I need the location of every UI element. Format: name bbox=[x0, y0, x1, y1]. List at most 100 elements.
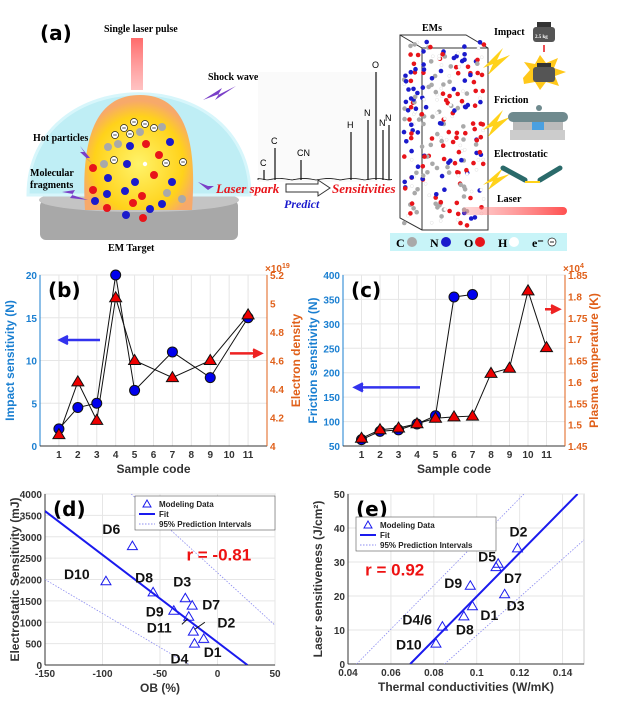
point-label: D4/6 bbox=[402, 612, 432, 628]
point-label: D1 bbox=[204, 644, 222, 660]
shock-wave-label: Shock wave bbox=[208, 72, 259, 83]
predict-arrow-icon bbox=[285, 179, 331, 197]
x-tick-label: 2 bbox=[377, 450, 383, 461]
correlation-annotation: r = -0.81 bbox=[186, 545, 251, 564]
data-point-triangle bbox=[511, 542, 524, 553]
atom-N bbox=[158, 200, 166, 208]
y-tick-label: 10 bbox=[334, 626, 346, 637]
x-axis-label: Thermal conductivities (W/mK) bbox=[378, 680, 554, 694]
point-label: D7 bbox=[504, 570, 522, 586]
electrostatic-probes-icon bbox=[500, 165, 563, 183]
x-tick-label: 0.14 bbox=[553, 668, 573, 679]
atom-O bbox=[89, 164, 97, 172]
x-tick-label: 3 bbox=[396, 450, 402, 461]
point-label: D6 bbox=[102, 521, 120, 537]
prediction-interval-lower bbox=[45, 579, 191, 665]
point-label: D5 bbox=[478, 549, 496, 565]
x-tick-label: 0.1 bbox=[470, 668, 484, 679]
electrostatic-label: Electrostatic bbox=[494, 149, 548, 160]
data-point-triangle bbox=[466, 600, 479, 611]
atom-legend-label: O bbox=[464, 236, 473, 250]
molecular-fragments-arrow-icon bbox=[62, 190, 88, 200]
spectrum-baseline bbox=[257, 178, 393, 181]
y2-tick-label: 4 bbox=[270, 442, 276, 453]
atom-C bbox=[178, 195, 186, 203]
y2-tick-label: 5 bbox=[270, 300, 276, 311]
legend-marker-triangle bbox=[142, 498, 152, 508]
legend bbox=[134, 495, 276, 531]
data-point-triangle bbox=[436, 620, 449, 631]
y-tick-label: 40 bbox=[334, 524, 346, 535]
point-label: D8 bbox=[456, 621, 474, 637]
atom-O bbox=[89, 186, 97, 194]
atom-N bbox=[166, 138, 174, 146]
x-tick-label: 11 bbox=[541, 450, 552, 461]
atom-N bbox=[104, 174, 112, 182]
predict-label: Predict bbox=[284, 197, 320, 211]
y-axis-label: Laser sensitiveness (J/cm²) bbox=[311, 501, 325, 658]
friction-label: Friction bbox=[494, 95, 529, 106]
spectrum-peak-label: C bbox=[260, 158, 267, 168]
data-point-triangle bbox=[197, 632, 210, 643]
data-point-circle bbox=[166, 346, 178, 358]
stimulus-bolts bbox=[483, 48, 510, 190]
y2-exponent-base: ×10 bbox=[563, 264, 580, 275]
x-tick-label: 8 bbox=[488, 450, 494, 461]
y-tick-label: 200 bbox=[323, 369, 340, 380]
y-tick-label: 400 bbox=[323, 271, 340, 282]
x-tick-label: -100 bbox=[92, 669, 112, 680]
atom-C bbox=[100, 160, 108, 168]
atom-O bbox=[103, 204, 111, 212]
atom-N bbox=[91, 197, 99, 205]
y2-tick-label: 1.65 bbox=[568, 357, 588, 368]
ems-label: EMs bbox=[422, 23, 442, 34]
data-point-triangle bbox=[52, 427, 66, 440]
data-point-triangle bbox=[167, 604, 180, 615]
data-point-triangle bbox=[354, 431, 369, 443]
atom-O bbox=[155, 151, 163, 159]
y-tick-label: 1500 bbox=[20, 597, 43, 608]
y-tick-label: 1000 bbox=[20, 618, 43, 629]
data-point-circle bbox=[72, 402, 84, 414]
data-point-triangle bbox=[182, 610, 195, 621]
fit-line bbox=[409, 494, 579, 664]
data-point-triangle bbox=[126, 540, 139, 551]
y2-axis-label: Plasma temperature (K) bbox=[587, 293, 601, 428]
em-crystal bbox=[399, 34, 489, 231]
atom-legend-label: e⁻ bbox=[532, 236, 544, 250]
data-point-triangle bbox=[186, 599, 199, 610]
right-axis-arrow-icon bbox=[230, 348, 264, 359]
x-tick-label: -150 bbox=[35, 669, 55, 680]
data-point-triangle bbox=[187, 625, 200, 636]
x-tick-label: 0.12 bbox=[510, 668, 530, 679]
legend-entry: Modeling Data bbox=[380, 521, 435, 530]
atom-legend-swatch bbox=[441, 237, 451, 247]
laser-pulse-beam bbox=[131, 38, 143, 90]
atom-legend-label: N bbox=[430, 236, 439, 250]
d2-pointer-arrow-icon bbox=[194, 621, 206, 630]
sensitivities-label: Sensitivities bbox=[332, 181, 396, 196]
data-point-triangle bbox=[484, 366, 498, 378]
y2-axis-label: Electron density bbox=[289, 313, 303, 407]
impact-label: Impact bbox=[494, 27, 525, 38]
point-label: D1 bbox=[480, 607, 498, 623]
x-axis-label: OB (%) bbox=[140, 681, 180, 695]
y-tick-label: 0 bbox=[31, 442, 37, 453]
point-label: D9 bbox=[146, 604, 164, 620]
x-tick-label: 11 bbox=[243, 450, 254, 461]
atom-legend-swatch bbox=[407, 237, 417, 247]
x-tick-label: 9 bbox=[207, 450, 213, 461]
y-axis-label: Impact sensitivity (N) bbox=[3, 300, 17, 421]
hot-particles-label: Hot particles bbox=[33, 133, 88, 144]
atom-O bbox=[150, 171, 158, 179]
y2-tick-label: 4.2 bbox=[270, 414, 284, 425]
point-label: D8 bbox=[135, 569, 153, 585]
correlation-annotation: r = 0.92 bbox=[365, 561, 424, 580]
y2-tick-label: 1.85 bbox=[568, 271, 588, 282]
data-point-triangle bbox=[165, 370, 180, 383]
atom-O bbox=[138, 192, 146, 200]
data-point-circle bbox=[91, 397, 103, 409]
panel-a: (a) Single laser pulse Shock wave Hot pa… bbox=[26, 21, 568, 254]
x-tick-label: 8 bbox=[189, 450, 195, 461]
